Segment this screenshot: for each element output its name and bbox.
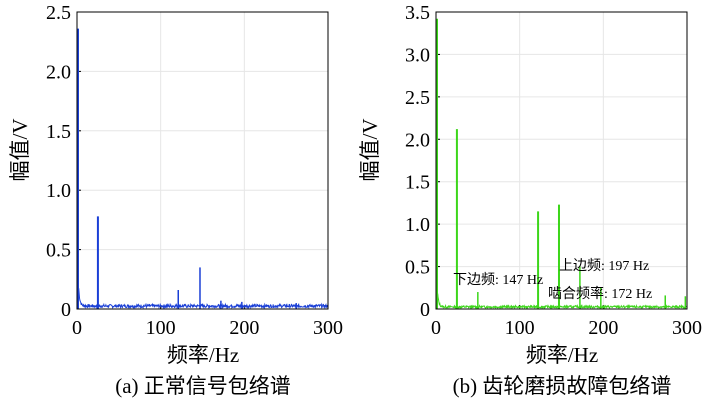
x-tick-label: 0 [72, 317, 82, 339]
annotation-lower-sideband: 下边频: 147 Hz [453, 272, 543, 288]
x-tick-label: 300 [313, 317, 343, 339]
annotation-upper-sideband: 上边频: 197 Hz [559, 258, 649, 274]
y-tick-label: 2.0 [46, 61, 71, 83]
caption-b: (b) 齿轮磨损故障包络谱 [453, 374, 672, 398]
x-tick-labels: 0 100 200 300 [431, 317, 702, 339]
x-tick-label: 100 [505, 317, 535, 339]
x-tick-label: 200 [588, 317, 618, 339]
y-tick-label: 2.5 [405, 87, 430, 109]
grid-lines [76, 11, 329, 310]
y-tick-label: 3.5 [405, 2, 430, 24]
y-axis-label: 幅值/V [358, 119, 382, 182]
y-tick-label: 1.5 [405, 172, 430, 194]
x-axis-label: 频率/Hz [526, 343, 598, 367]
y-tick-label: 0.5 [405, 257, 430, 279]
y-tick-label: 0.5 [46, 240, 71, 262]
y-tick-label: 2.0 [405, 129, 430, 151]
plot-frame [435, 11, 688, 310]
x-tick-labels: 0 100 200 300 [72, 317, 343, 339]
spectrum-trace [77, 28, 329, 310]
chart-panel-b: 0 0.5 1.0 1.5 2.0 2.5 3.0 3.5 0 100 200 300 幅值/V 频… [358, 2, 702, 398]
y-tick-label: 3.0 [405, 44, 430, 66]
y-tick-labels: 0 0.5 1.0 1.5 2.0 2.5 3.0 3.5 [405, 2, 430, 321]
y-tick-label: 1.5 [46, 121, 71, 143]
x-tick-label: 0 [431, 317, 441, 339]
noise-floor-trace [78, 288, 329, 310]
noise-floor-trace [437, 293, 688, 310]
annotation-mesh-frequency: 啮合频率: 172 Hz [548, 285, 652, 302]
y-tick-label: 0 [420, 299, 430, 321]
x-tick-label: 300 [672, 317, 702, 339]
x-tick-label: 100 [146, 317, 176, 339]
plot-frame [76, 11, 329, 310]
y-tick-label: 2.5 [46, 2, 71, 24]
chart-panel-a: 0 0.5 1.0 1.5 2.0 2.5 0 100 200 300 幅值/V 频率/Hz (… [8, 2, 343, 398]
y-tick-labels: 0 0.5 1.0 1.5 2.0 2.5 [46, 2, 71, 321]
x-axis-label: 频率/Hz [167, 343, 239, 367]
grid-lines [435, 11, 688, 310]
spectrum-trace [436, 18, 688, 310]
y-axis-label: 幅值/V [8, 119, 32, 182]
y-tick-label: 0 [61, 299, 71, 321]
y-tick-label: 1.0 [405, 214, 430, 236]
caption-a: (a) 正常信号包络谱 [115, 374, 291, 398]
y-tick-label: 1.0 [46, 180, 71, 202]
x-tick-label: 200 [229, 317, 259, 339]
